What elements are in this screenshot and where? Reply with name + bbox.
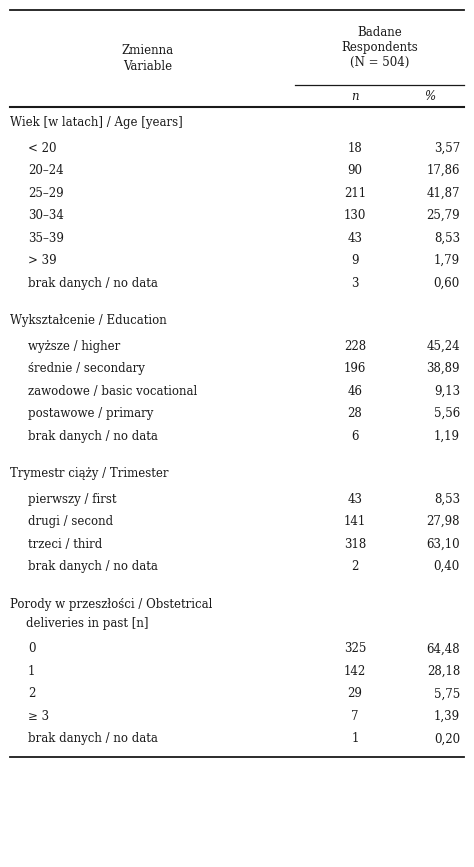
Text: 29: 29	[347, 688, 363, 701]
Text: 0,40: 0,40	[434, 560, 460, 573]
Text: 25,79: 25,79	[427, 209, 460, 222]
Text: 17,86: 17,86	[427, 164, 460, 177]
Text: 318: 318	[344, 538, 366, 551]
Text: n: n	[351, 89, 359, 102]
Text: 3,57: 3,57	[434, 141, 460, 154]
Text: 9,13: 9,13	[434, 385, 460, 398]
Text: 38,89: 38,89	[427, 362, 460, 375]
Text: brak danych / no data: brak danych / no data	[28, 560, 158, 573]
Text: 0: 0	[28, 642, 36, 655]
Text: deliveries in past [n]: deliveries in past [n]	[26, 617, 148, 630]
Text: 5,56: 5,56	[434, 407, 460, 420]
Text: 1: 1	[28, 665, 36, 678]
Text: Trymestr ciąży / Trimester: Trymestr ciąży / Trimester	[10, 467, 168, 480]
Text: 27,98: 27,98	[427, 515, 460, 528]
Text: 2: 2	[351, 560, 359, 573]
Text: > 39: > 39	[28, 254, 56, 267]
Text: 9: 9	[351, 254, 359, 267]
Text: Badane
Respondents
(N = 504): Badane Respondents (N = 504)	[341, 26, 418, 69]
Text: postawowe / primary: postawowe / primary	[28, 407, 154, 420]
Text: 1,79: 1,79	[434, 254, 460, 267]
Text: 43: 43	[347, 492, 363, 505]
Text: Wykształcenie / Education: Wykształcenie / Education	[10, 315, 167, 328]
Text: %: %	[424, 89, 436, 102]
Text: Wiek [w latach] / Age [years]: Wiek [w latach] / Age [years]	[10, 116, 183, 129]
Text: 43: 43	[347, 231, 363, 244]
Text: 8,53: 8,53	[434, 492, 460, 505]
Text: 25–29: 25–29	[28, 186, 64, 199]
Text: 46: 46	[347, 385, 363, 398]
Text: 28: 28	[347, 407, 363, 420]
Text: brak danych / no data: brak danych / no data	[28, 277, 158, 290]
Text: 8,53: 8,53	[434, 231, 460, 244]
Text: pierwszy / first: pierwszy / first	[28, 492, 117, 505]
Text: 1: 1	[351, 733, 359, 746]
Text: 0,20: 0,20	[434, 733, 460, 746]
Text: 41,87: 41,87	[427, 186, 460, 199]
Text: 28,18: 28,18	[427, 665, 460, 678]
Text: 6: 6	[351, 430, 359, 443]
Text: 228: 228	[344, 340, 366, 353]
Text: 7: 7	[351, 710, 359, 723]
Text: 45,24: 45,24	[427, 340, 460, 353]
Text: 30–34: 30–34	[28, 209, 64, 222]
Text: brak danych / no data: brak danych / no data	[28, 733, 158, 746]
Text: < 20: < 20	[28, 141, 56, 154]
Text: trzeci / third: trzeci / third	[28, 538, 102, 551]
Text: 141: 141	[344, 515, 366, 528]
Text: 63,10: 63,10	[427, 538, 460, 551]
Text: Porody w przeszłości / Obstetrical: Porody w przeszłości / Obstetrical	[10, 598, 212, 611]
Text: 1,19: 1,19	[434, 430, 460, 443]
Text: brak danych / no data: brak danych / no data	[28, 430, 158, 443]
Text: 2: 2	[28, 688, 36, 701]
Text: 211: 211	[344, 186, 366, 199]
Text: 325: 325	[344, 642, 366, 655]
Text: 3: 3	[351, 277, 359, 290]
Text: średnie / secondary: średnie / secondary	[28, 362, 145, 375]
Text: 1,39: 1,39	[434, 710, 460, 723]
Text: 20–24: 20–24	[28, 164, 64, 177]
Text: wyższe / higher: wyższe / higher	[28, 340, 120, 353]
Text: 142: 142	[344, 665, 366, 678]
Text: 130: 130	[344, 209, 366, 222]
Text: ≥ 3: ≥ 3	[28, 710, 49, 723]
Text: drugi / second: drugi / second	[28, 515, 113, 528]
Text: 35–39: 35–39	[28, 231, 64, 244]
Text: 64,48: 64,48	[427, 642, 460, 655]
Text: 0,60: 0,60	[434, 277, 460, 290]
Text: Zmienna
Variable: Zmienna Variable	[121, 44, 173, 73]
Text: 5,75: 5,75	[434, 688, 460, 701]
Text: 18: 18	[347, 141, 363, 154]
Text: zawodowe / basic vocational: zawodowe / basic vocational	[28, 385, 197, 398]
Text: 196: 196	[344, 362, 366, 375]
Text: 90: 90	[347, 164, 363, 177]
